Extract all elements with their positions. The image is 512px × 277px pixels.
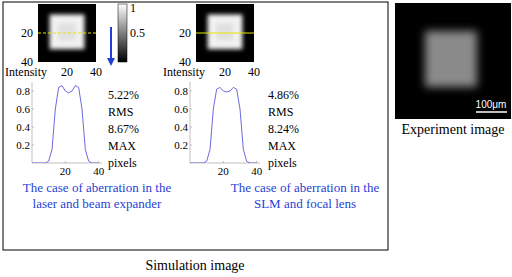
sim-panel: 20402040Intensity0.20.40.60.820404.86%RM… bbox=[163, 4, 379, 211]
experiment-image bbox=[395, 3, 511, 119]
sim-image bbox=[38, 4, 96, 62]
stat-text: MAX bbox=[108, 139, 136, 153]
y-label: Intensity bbox=[5, 65, 47, 79]
ytick-mark bbox=[190, 127, 192, 128]
sim-spot-inner bbox=[216, 23, 233, 40]
ytick-label: 0.6 bbox=[16, 103, 30, 115]
stat-text: pixels bbox=[108, 156, 137, 170]
xtick-label: 20 bbox=[60, 165, 72, 177]
stat-text: 8.67% bbox=[108, 122, 139, 136]
ytick-mark bbox=[190, 109, 192, 110]
ytick-label: 0.4 bbox=[16, 121, 30, 133]
stat-text: RMS bbox=[268, 105, 293, 119]
y-label: Intensity bbox=[163, 65, 205, 79]
xtick-label: 40 bbox=[93, 165, 105, 177]
xtick-label: 40 bbox=[251, 165, 263, 177]
profile-curve bbox=[32, 86, 99, 163]
profile-line bbox=[38, 33, 96, 34]
sim-spot-inner bbox=[58, 23, 75, 40]
stat-text: RMS bbox=[108, 105, 133, 119]
scale-bar bbox=[476, 111, 507, 113]
y-axis bbox=[190, 82, 191, 163]
scale-bar-label: 100μm bbox=[476, 99, 507, 110]
xtick-mark bbox=[65, 161, 66, 163]
ytick-label: 0.2 bbox=[16, 139, 30, 151]
panel-caption: SLM and focal lens bbox=[254, 196, 356, 211]
panel-caption: laser and beam expander bbox=[33, 196, 163, 211]
ytick-label: 0.4 bbox=[174, 121, 188, 133]
simulation-frame bbox=[3, 2, 388, 250]
ytick-label: 0.8 bbox=[174, 85, 188, 97]
profile-curve bbox=[190, 87, 257, 163]
image-xtick: 20 bbox=[219, 65, 231, 79]
image-ytick: 20 bbox=[179, 26, 191, 40]
colorbar-tick: 1 bbox=[130, 1, 136, 15]
plot-data bbox=[32, 86, 99, 163]
xtick-mark bbox=[223, 161, 224, 163]
sim-spot bbox=[50, 14, 85, 49]
ytick-mark bbox=[32, 127, 34, 128]
colorbar-tick: 0.5 bbox=[130, 26, 145, 40]
ytick-label: 0.8 bbox=[16, 85, 30, 97]
ytick-label: 0.6 bbox=[174, 103, 188, 115]
arrow bbox=[110, 27, 112, 62]
panel-caption: The case of aberration in the bbox=[23, 180, 172, 195]
stat-text: 4.86% bbox=[268, 88, 299, 102]
y-axis bbox=[32, 82, 33, 163]
profile-line bbox=[196, 33, 254, 34]
ytick-mark bbox=[190, 91, 192, 92]
image-xtick: 20 bbox=[61, 65, 73, 79]
xtick-label: 20 bbox=[218, 165, 230, 177]
simulation-caption: Simulation image bbox=[145, 258, 244, 273]
ytick-mark bbox=[32, 109, 34, 110]
sim-panel: 20402040Intensity0.20.40.60.820405.22%RM… bbox=[5, 4, 171, 211]
experiment-caption: Experiment image bbox=[401, 122, 504, 137]
experiment-spot bbox=[425, 31, 477, 87]
panel-caption: The case of aberration in the bbox=[231, 180, 380, 195]
stat-text: pixels bbox=[268, 156, 297, 170]
ytick-label: 0.2 bbox=[174, 139, 188, 151]
image-ytick: 20 bbox=[21, 26, 33, 40]
stat-text: 5.22% bbox=[108, 88, 139, 102]
image-xtick: 40 bbox=[90, 65, 102, 79]
ytick-mark bbox=[190, 145, 192, 146]
figure: Simulation image 20 40 20 40 Intensity 0.2 0.4 0… bbox=[0, 0, 512, 277]
ytick-mark bbox=[32, 145, 34, 146]
sim-spot bbox=[208, 14, 243, 49]
ytick-mark bbox=[32, 91, 34, 92]
stat-text: 8.24% bbox=[268, 122, 299, 136]
plot-data bbox=[190, 87, 257, 163]
sim-image bbox=[196, 4, 254, 62]
image-xtick: 40 bbox=[248, 65, 260, 79]
stat-text: MAX bbox=[268, 139, 296, 153]
colorbar bbox=[118, 4, 127, 62]
